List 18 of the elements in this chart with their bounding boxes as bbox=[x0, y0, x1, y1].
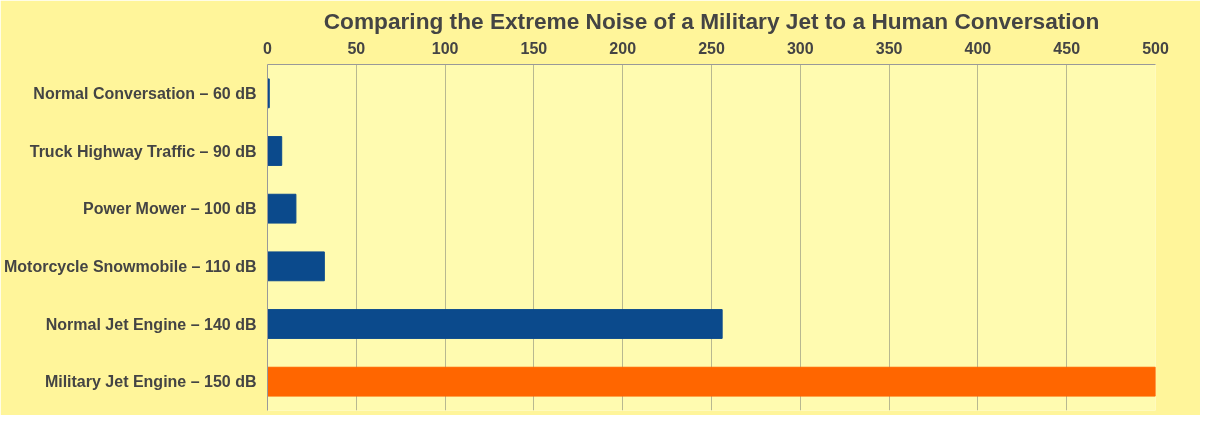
y-tick-label: Normal Conversation – 60 dB bbox=[33, 84, 257, 102]
y-tick-label: Power Mower – 100 dB bbox=[83, 200, 257, 218]
x-tick-label: 200 bbox=[609, 39, 637, 57]
y-tick-label: Truck Highway Traffic – 90 dB bbox=[29, 142, 257, 160]
x-tick-label: 500 bbox=[1142, 39, 1169, 57]
x-tick-label: 0 bbox=[263, 39, 273, 57]
y-tick-label: Motorcycle Snowmobile – 110 dB bbox=[3, 257, 257, 275]
x-tick-label: 400 bbox=[964, 39, 992, 57]
chart-title: Comparing the Extreme Noise of a Military Jet to a Human Conversation bbox=[323, 7, 1100, 34]
y-tick-label: Military Jet Engine – 150 dB bbox=[44, 373, 257, 391]
x-tick-label: 100 bbox=[431, 39, 459, 57]
x-tick-label: 50 bbox=[347, 39, 366, 57]
x-tick-label: 300 bbox=[786, 39, 814, 57]
x-tick-label: 250 bbox=[698, 39, 725, 57]
x-tick-label: 350 bbox=[875, 39, 903, 57]
x-tick-label: 450 bbox=[1053, 39, 1081, 57]
x-tick-label: 150 bbox=[520, 39, 548, 57]
y-tick-label: Normal Jet Engine – 140 dB bbox=[45, 315, 257, 333]
